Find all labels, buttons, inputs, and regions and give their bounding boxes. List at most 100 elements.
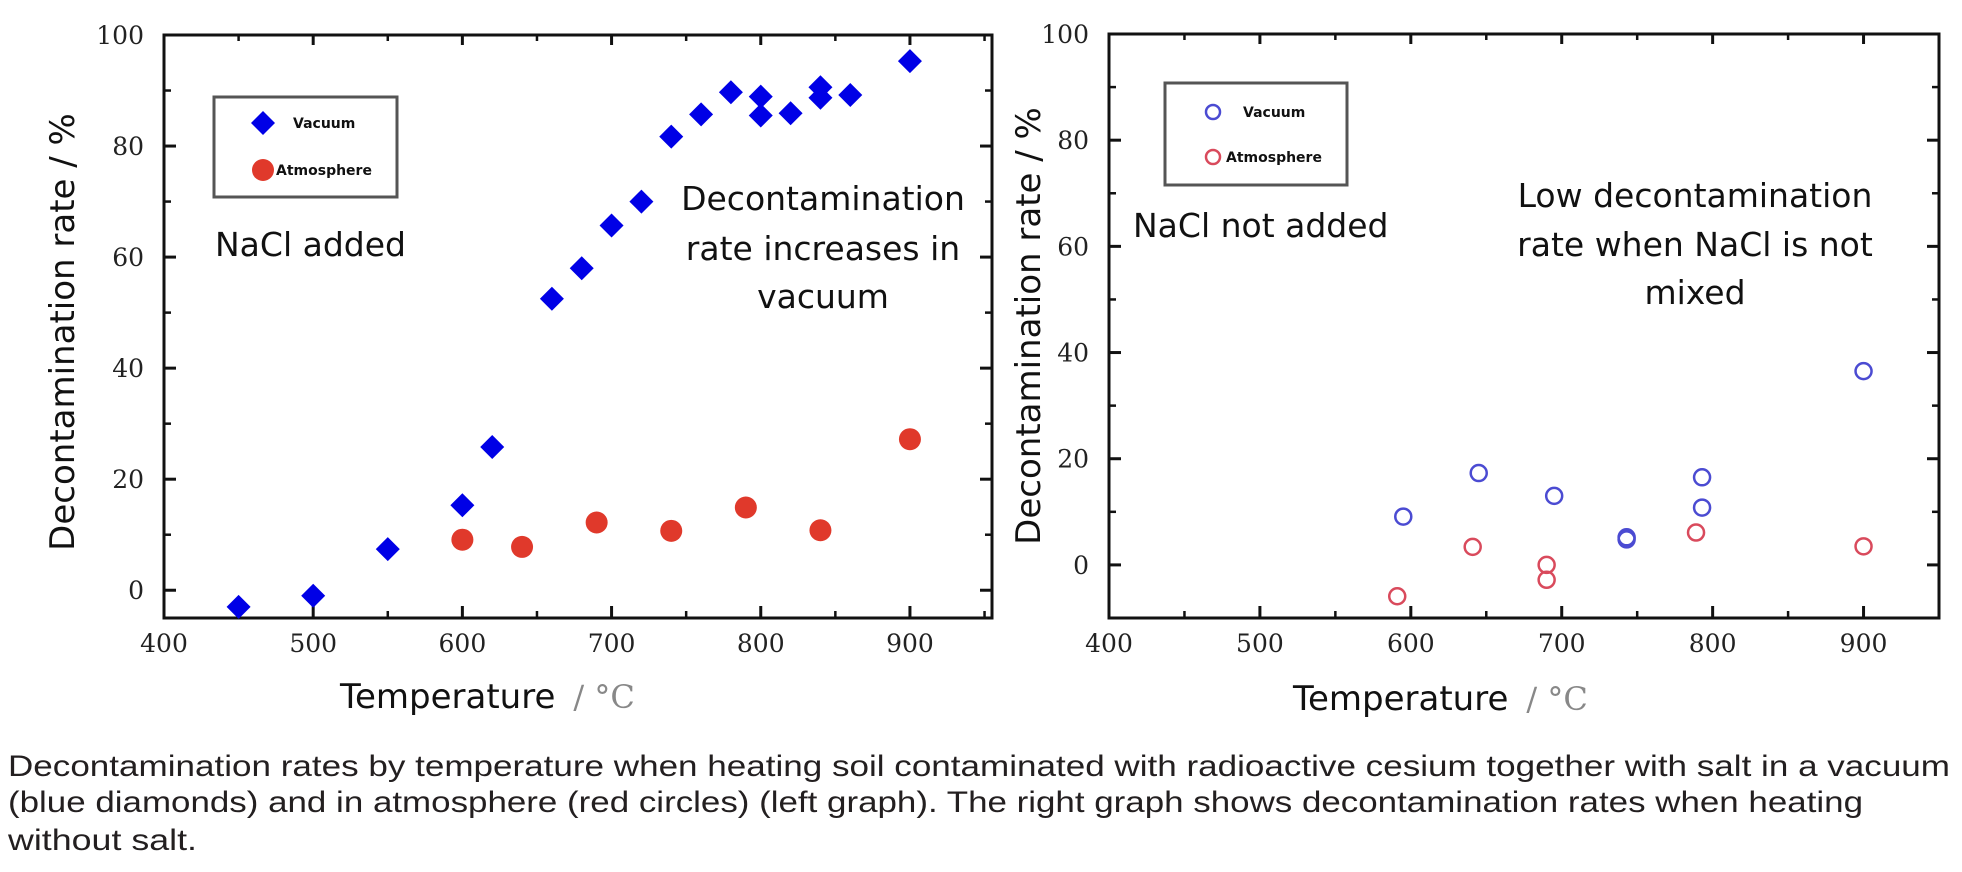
left-vacuum-point: [748, 103, 773, 128]
right-data-points: [1387, 361, 1873, 606]
left-legend: Vacuum Atmosphere: [212, 95, 399, 199]
right-x-tick-label: 400: [1085, 629, 1133, 658]
left-x-tick-label: 600: [439, 629, 487, 658]
left-x-axis-title: Temperature / °C: [339, 677, 635, 717]
right-legend-vacuum-marker: [1204, 103, 1222, 121]
left-y-tick-label: 0: [128, 576, 144, 605]
left-x-tick-label: 900: [886, 629, 934, 658]
right-legend-atmosphere-marker: [1204, 148, 1222, 166]
right-y-axis-title: Decontamination rate / %: [1009, 107, 1049, 545]
right-y-tick-label: 100: [1041, 20, 1089, 49]
left-annotation-condition: NaCl added: [215, 225, 406, 264]
left-vacuum-point: [375, 537, 400, 562]
left-y-tick-labels: 0 20 40 60 80 100: [96, 21, 144, 605]
left-vacuum-point: [599, 213, 624, 238]
left-vacuum-point: [569, 256, 594, 281]
left-x-tick-label: 400: [140, 629, 188, 658]
caption-line: without salt.: [7, 824, 197, 857]
left-chart: 0 20 40 60 80 100 400 500 600 700 800 900 Decontam…: [43, 21, 994, 717]
left-x-tick-label: 800: [737, 629, 785, 658]
left-legend-vacuum-marker: [251, 111, 275, 135]
left-plot-frame: [162, 33, 994, 620]
right-atmosphere-point: [1537, 570, 1556, 590]
left-legend-atmosphere-label: Atmosphere: [276, 163, 372, 179]
left-annotation-finding-line: Decontamination: [681, 179, 965, 218]
right-atmosphere-point: [1537, 555, 1556, 575]
left-vacuum-point: [778, 101, 803, 126]
left-x-tick-label: 700: [588, 629, 636, 658]
right-vacuum-point: [1469, 463, 1488, 483]
left-y-tick-label: 20: [112, 465, 144, 494]
left-legend-vacuum-label: Vacuum: [293, 116, 355, 132]
left-y-tick-label: 100: [96, 21, 144, 50]
left-vacuum-point: [480, 434, 505, 459]
left-atmosphere-point: [511, 535, 534, 558]
right-x-tick-label: 500: [1236, 629, 1284, 658]
right-y-tick-label: 20: [1057, 445, 1089, 474]
left-vacuum-point: [629, 189, 654, 214]
right-atmosphere-point: [1686, 523, 1706, 542]
right-x-axis-title: Temperature / °C: [1292, 679, 1588, 719]
right-vacuum-point: [1692, 498, 1712, 517]
right-plot-frame: [1107, 32, 1941, 620]
right-chart: 0 20 40 60 80 100 400 500 600 700 800 900 Decontam…: [1009, 20, 1941, 719]
left-vacuum-point: [226, 594, 251, 619]
right-y-tick-label: 40: [1057, 339, 1089, 368]
right-legend-atmosphere-label: Atmosphere: [1226, 150, 1322, 166]
left-annotation-finding-line: rate increases in: [686, 229, 960, 268]
left-x-axis-label: Temperature: [339, 677, 555, 717]
caption-line: (blue diamonds) and in atmosphere (red c…: [8, 786, 1863, 819]
left-data-points: [226, 49, 922, 619]
right-annotation-finding-line: Low decontamination: [1518, 176, 1873, 215]
left-atmosphere-point: [809, 519, 832, 542]
left-y-tick-label: 40: [112, 354, 144, 383]
left-legend-atmosphere-marker: [252, 159, 274, 181]
right-x-axis-label: Temperature: [1292, 679, 1508, 719]
left-vacuum-point: [539, 286, 564, 311]
right-x-tick-labels: 400 500 600 700 800 900: [1085, 629, 1887, 658]
left-atmosphere-point: [734, 496, 757, 519]
right-atmosphere-point: [1854, 537, 1873, 556]
left-x-tick-label: 500: [289, 629, 337, 658]
caption-line: Decontamination rates by temperature whe…: [8, 750, 1950, 783]
right-x-tick-label: 600: [1387, 629, 1435, 658]
right-x-axis-unit: / °C: [1526, 680, 1587, 718]
left-y-tick-label: 80: [112, 132, 144, 161]
right-legend-vacuum-label: Vacuum: [1243, 105, 1305, 121]
left-atmosphere-point: [898, 428, 921, 451]
right-vacuum-point: [1544, 486, 1564, 506]
left-atmosphere-point: [660, 519, 683, 542]
right-atmosphere-point: [1387, 586, 1407, 606]
right-legend-box: [1163, 81, 1349, 187]
left-vacuum-point: [838, 82, 863, 107]
right-annotation-condition: NaCl not added: [1133, 206, 1389, 245]
left-vacuum-point: [301, 583, 326, 608]
left-atmosphere-point: [451, 528, 474, 551]
figure-caption: Decontamination rates by temperature whe…: [7, 750, 1950, 857]
right-vacuum-point: [1854, 361, 1873, 381]
left-vacuum-point: [808, 85, 833, 110]
left-annotation-finding: Decontamination rate increases in vacuum: [681, 179, 965, 316]
right-vacuum-point: [1394, 507, 1413, 526]
right-annotation-finding-line: rate when NaCl is not: [1517, 225, 1873, 264]
right-x-tick-label: 700: [1538, 629, 1586, 658]
left-annotation-finding-line: vacuum: [757, 277, 889, 316]
right-vacuum-point: [1617, 530, 1636, 549]
left-x-axis-unit: / °C: [573, 678, 634, 716]
right-y-tick-label: 60: [1057, 232, 1089, 261]
right-atmosphere-point: [1463, 537, 1482, 557]
left-legend-box: [212, 95, 399, 199]
right-legend: Vacuum Atmosphere: [1163, 81, 1349, 187]
right-y-tick-labels: 0 20 40 60 80 100: [1041, 20, 1089, 580]
right-vacuum-point: [1692, 468, 1712, 487]
left-atmosphere-point: [585, 511, 608, 534]
right-annotation-finding-line: mixed: [1644, 273, 1745, 312]
right-y-tick-label: 0: [1073, 551, 1089, 580]
left-vacuum-point: [689, 102, 714, 127]
left-y-tick-label: 60: [112, 243, 144, 272]
left-vacuum-point: [748, 84, 773, 109]
right-x-tick-label: 800: [1689, 629, 1737, 658]
left-vacuum-point: [450, 493, 475, 518]
left-vacuum-point: [897, 49, 922, 74]
